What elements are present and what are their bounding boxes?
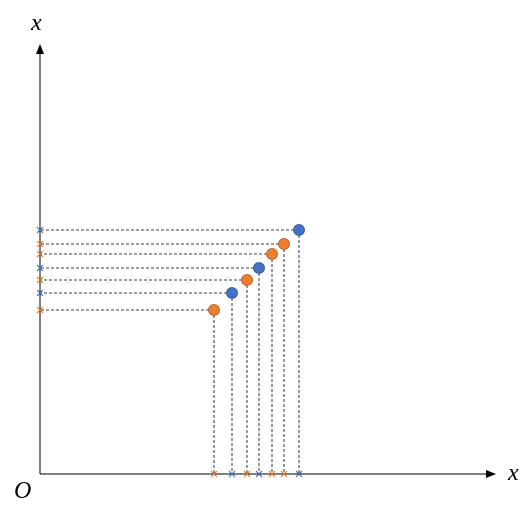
point xyxy=(266,248,278,260)
points xyxy=(36,224,305,478)
point xyxy=(278,238,290,250)
cross-mark xyxy=(36,276,44,284)
y-axis-label: x xyxy=(30,10,42,36)
point xyxy=(293,224,305,236)
point xyxy=(226,287,238,299)
cross-mark xyxy=(36,226,44,234)
cross-mark xyxy=(36,240,44,248)
cross-mark xyxy=(210,470,218,478)
cross-mark xyxy=(268,470,276,478)
point xyxy=(241,274,253,286)
cross-mark xyxy=(295,470,303,478)
cross-mark xyxy=(36,264,44,272)
cross-mark xyxy=(36,289,44,297)
cross-mark xyxy=(36,250,44,258)
cross-mark xyxy=(228,470,236,478)
x-axis-label: x xyxy=(507,460,519,486)
point xyxy=(253,262,265,274)
point xyxy=(208,304,220,316)
cross-mark xyxy=(255,470,263,478)
cross-mark xyxy=(243,470,251,478)
origin-label: O xyxy=(14,478,31,504)
cross-mark xyxy=(280,470,288,478)
cross-mark xyxy=(36,306,44,314)
